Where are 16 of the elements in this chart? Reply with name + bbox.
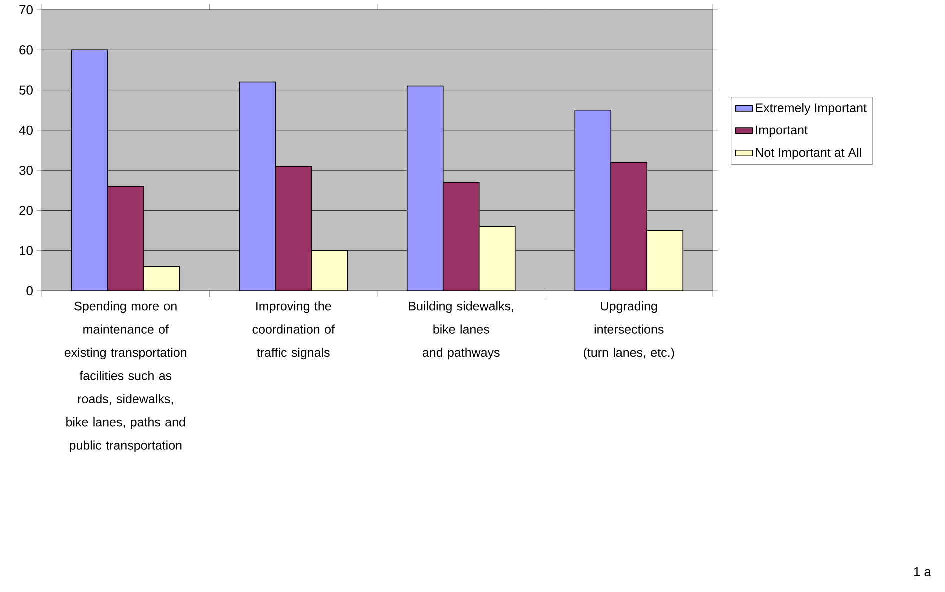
y-tick-label: 60 <box>20 46 33 55</box>
y-tick-label: 50 <box>20 86 33 95</box>
y-tick-label: 20 <box>20 206 33 216</box>
y-tick-label: 10 <box>20 246 33 256</box>
y-tick-label: 0 <box>26 286 33 296</box>
legend-label: Important <box>756 126 808 138</box>
x-tick-label: Improving the coordination of traffic signals <box>252 302 335 360</box>
x-tick-label: Upgrading intersections (turn lanes, etc.) <box>584 302 674 360</box>
text: 1 a <box>914 567 932 577</box>
legend-label: Not Important at All <box>756 148 862 160</box>
y-tick-label: 40 <box>19 126 33 136</box>
x-tick-label: Spending more on maintenance of existing transportation facilities such as roads, sidewalks, bike lanes, paths and public transportation <box>64 302 187 452</box>
legend-label: Extremely Important <box>756 103 867 115</box>
y-tick-label: 70 <box>20 5 33 15</box>
x-tick-label: Building sidewalks, bike lanes and pathways <box>409 302 514 360</box>
y-tick-label: 30 <box>20 166 33 176</box>
